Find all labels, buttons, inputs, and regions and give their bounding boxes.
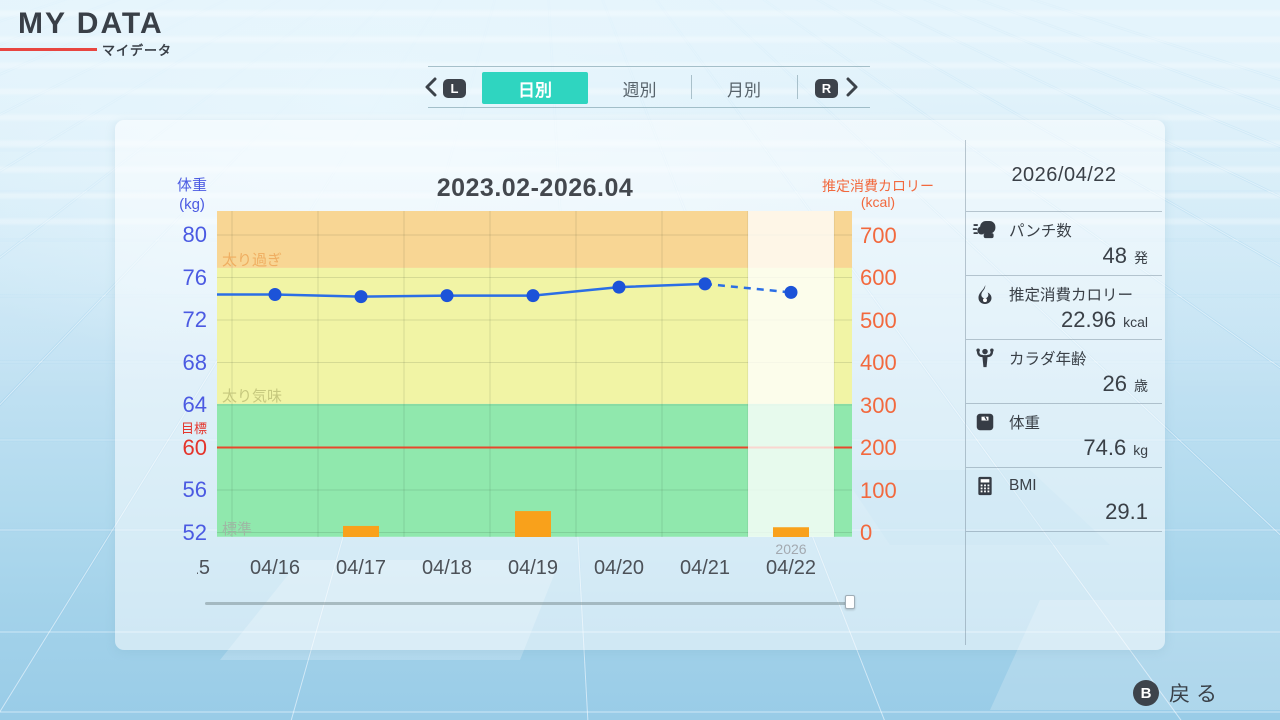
weight-tick-label: 68	[182, 349, 207, 375]
stat-label: 体重	[1009, 415, 1041, 432]
page-subtitle: マイデータ	[101, 43, 172, 58]
chevron-left-icon	[425, 77, 437, 97]
zone-label: 太り気味	[222, 387, 283, 405]
stat-label-row: BMI	[970, 475, 1148, 497]
x-tick-label: 04/20	[593, 557, 645, 579]
back-label: 戻る	[1169, 683, 1223, 706]
x-tick-label: 04/16	[249, 557, 301, 579]
prev-period-button[interactable]	[422, 77, 440, 97]
l-shoulder-badge[interactable]: L	[443, 79, 466, 98]
tabbar-top-line	[428, 66, 870, 67]
stat-row-weight-scale: 体重 74.6 kg	[966, 404, 1162, 468]
kcal-tick-label: 400	[860, 350, 897, 375]
r-shoulder-badge[interactable]: R	[815, 79, 838, 98]
weight-tick-label: 56	[182, 477, 207, 502]
stat-label: 推定消費カロリー	[1009, 287, 1134, 304]
left-axis-title-line2: (kg)	[179, 196, 205, 213]
chart-plot[interactable]	[217, 211, 852, 537]
weight-tick-label: 76	[182, 264, 207, 290]
right-axis-title-line1: 推定消費カロリー	[822, 178, 934, 194]
weight-tick-label: 52	[182, 519, 207, 545]
stat-unit: 発	[1134, 250, 1148, 266]
panel-divider	[965, 140, 966, 645]
tabbar-bottom-line	[428, 107, 870, 108]
stats-date: 2026/04/22	[966, 140, 1162, 212]
kcal-tick-label: 0	[860, 520, 873, 545]
left-axis-title-line1: 体重	[176, 177, 207, 194]
stat-value-row: 26 歳	[970, 372, 1148, 396]
stat-value: 74.6	[1083, 435, 1127, 460]
kcal-tick-label: 100	[860, 477, 897, 503]
weight-tick-label: 80	[182, 222, 207, 247]
zone-label: 標準	[222, 520, 253, 538]
stat-value: 29.1	[1105, 499, 1148, 524]
stat-value-row: 22.96 kcal	[970, 308, 1148, 332]
boxing-glove-icon	[970, 219, 1000, 241]
kcal-tick-label: 300	[860, 392, 897, 418]
stat-value-row: 48 発	[970, 244, 1148, 268]
stat-label: カラダ年齢	[1009, 351, 1087, 368]
left-axis-title: 体重 (kg)	[152, 176, 232, 214]
stat-label: BMI	[1009, 477, 1037, 494]
kcal-tick-label: 600	[860, 265, 897, 290]
x-tick-label: 04/18	[421, 557, 473, 579]
stat-value-row: 29.1	[970, 500, 1148, 524]
year-label: 2026	[775, 541, 807, 557]
page-title: MY DATA	[18, 7, 164, 40]
tab-separator	[691, 75, 692, 99]
weight-tick-label: 64	[182, 392, 207, 417]
tab-weekly[interactable]: 週別	[588, 72, 691, 104]
weight-tick-label: 72	[182, 307, 207, 332]
period-tabbar: L 日別 週別 月別 R	[422, 66, 870, 108]
x-tick-label: 04/17	[335, 557, 387, 579]
chart-title: 2023.02-2026.04	[436, 174, 634, 202]
stat-row-flame: 推定消費カロリー 22.96 kcal	[966, 276, 1162, 340]
clipped-x-tick-label: 04/15	[197, 557, 210, 579]
next-period-button[interactable]	[843, 77, 861, 97]
back-button[interactable]: B 戻る	[1133, 678, 1223, 708]
weight-scale-icon	[970, 411, 1000, 433]
stats-panel: 2026/04/22 パンチ数 48 発推定消費カロリー 22.96 kcal カラダ年齢…	[966, 140, 1162, 532]
x-tick-label: 04/19	[507, 557, 559, 579]
stat-row-body-age: カラダ年齢 26 歳	[966, 340, 1162, 404]
stat-label-row: カラダ年齢	[970, 347, 1148, 369]
flame-icon	[970, 283, 1000, 305]
right-axis-title: 推定消費カロリー (kcal)	[820, 178, 936, 210]
body-age-icon	[970, 347, 1000, 369]
stat-unit: kg	[1133, 442, 1148, 458]
chart-scrollbar-track[interactable]	[205, 602, 855, 605]
x-tick-label: 04/22	[765, 557, 817, 579]
stat-unit: 歳	[1134, 378, 1148, 394]
kcal-tick-label: 500	[860, 307, 897, 333]
goal-label: 目標	[180, 420, 207, 436]
stat-row-calculator: BMI 29.1	[966, 468, 1162, 532]
right-axis-title-line2: (kcal)	[860, 194, 896, 210]
stat-value: 26	[1102, 371, 1127, 396]
zone-label: 太り過ぎ	[222, 251, 283, 269]
stat-label: パンチ数	[1009, 223, 1072, 240]
stat-value: 22.96	[1061, 307, 1117, 332]
tab-monthly[interactable]: 月別	[691, 72, 797, 104]
stat-unit: kcal	[1123, 314, 1148, 330]
kcal-tick-label: 200	[860, 435, 897, 460]
kcal-tick-label: 700	[860, 222, 897, 248]
title-underline	[0, 48, 97, 51]
title-underline-row: マイデータ	[0, 40, 172, 59]
stat-value-row: 74.6 kg	[970, 436, 1148, 460]
stat-label-row: パンチ数	[970, 219, 1148, 241]
tab-separator	[797, 75, 798, 99]
tab-daily[interactable]: 日別	[482, 72, 588, 104]
b-button-badge: B	[1133, 680, 1159, 706]
calculator-icon	[970, 475, 1000, 497]
stat-row-boxing-glove: パンチ数 48 発	[966, 212, 1162, 276]
chevron-right-icon	[846, 77, 858, 97]
stat-value: 48	[1102, 243, 1127, 268]
stat-label-row: 推定消費カロリー	[970, 283, 1148, 305]
chart-scrollbar-handle[interactable]	[845, 595, 855, 609]
weight-tick-label: 60	[182, 434, 207, 460]
x-tick-label: 04/21	[679, 557, 731, 579]
stat-label-row: 体重	[970, 411, 1148, 433]
